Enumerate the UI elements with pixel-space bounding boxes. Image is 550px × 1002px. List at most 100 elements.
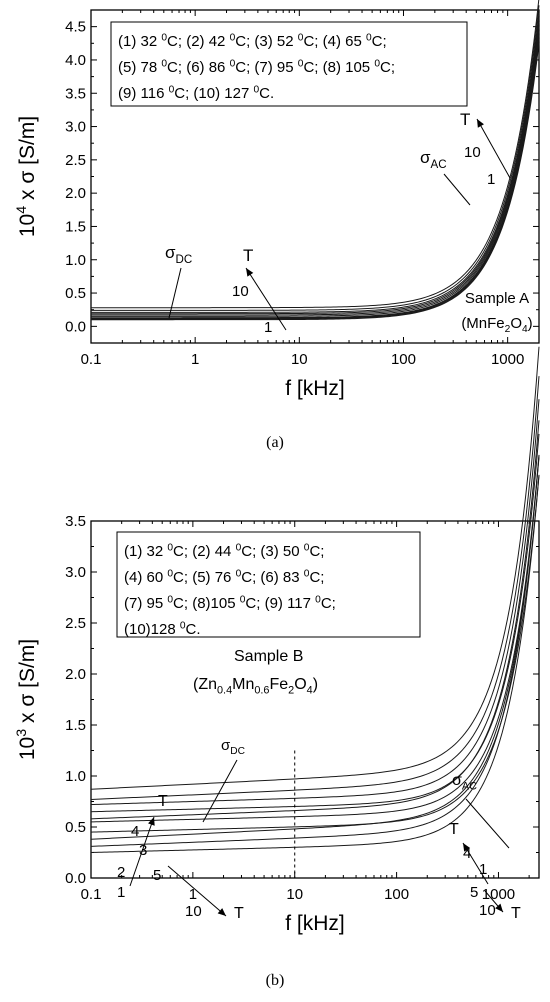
x-axis-title: f [kHz] bbox=[285, 912, 345, 935]
temperature-arrow-left-down-head bbox=[217, 908, 226, 916]
series-line-7 bbox=[91, 17, 540, 315]
x-tick-label: 1000 bbox=[491, 351, 524, 368]
temperature-label-left-down: T bbox=[234, 905, 244, 922]
series-line-5 bbox=[90, 457, 540, 840]
y-tick-label: 0.5 bbox=[65, 285, 86, 302]
series-curves bbox=[91, 0, 540, 321]
curve-label-2-left: 2 bbox=[117, 864, 125, 881]
x-tick-label: 1000 bbox=[482, 886, 515, 903]
panel-a-caption: (a) bbox=[266, 434, 284, 451]
sigma-dc-label: σDC bbox=[165, 243, 192, 266]
x-tick-label: 100 bbox=[391, 351, 416, 368]
temperature-label-low: T bbox=[243, 246, 253, 265]
series-line-1 bbox=[90, 475, 540, 833]
y-tick-label: 0.0 bbox=[65, 318, 86, 335]
temperature-arrow-high bbox=[476, 118, 511, 179]
temperature-arrow-right-down-head bbox=[495, 903, 503, 912]
y-tick-label: 1.5 bbox=[65, 717, 86, 734]
x-axis-title: f [kHz] bbox=[285, 377, 345, 400]
y-tick-label: 2.5 bbox=[65, 152, 86, 169]
y-tick-label: 0.0 bbox=[65, 870, 86, 887]
sigma-dc-pointer bbox=[202, 759, 238, 823]
series-line-1 bbox=[91, 43, 540, 321]
y-tick-label: 3.5 bbox=[65, 513, 86, 530]
curve-label-5-right: 5 bbox=[470, 884, 478, 901]
x-tick-label: 10 bbox=[286, 886, 303, 903]
x-tick-label: 10 bbox=[291, 351, 308, 368]
panel-b-caption: (b) bbox=[266, 972, 285, 989]
temperature-arrow-low bbox=[245, 267, 287, 331]
x-tick-label: 100 bbox=[384, 886, 409, 903]
curve-label-10-right: 10 bbox=[479, 902, 496, 919]
y-axis-title: 103 x σ [S/m] bbox=[14, 639, 39, 760]
y-tick-label: 3.0 bbox=[65, 119, 86, 136]
series-line-6 bbox=[90, 454, 540, 847]
x-tick-label: 1 bbox=[191, 351, 199, 368]
curve-label-10-high: 10 bbox=[464, 144, 481, 161]
y-tick-label: 4.0 bbox=[65, 52, 86, 69]
temperature-label-left-up: T bbox=[158, 793, 168, 810]
temperature-arrow-right-up-head bbox=[463, 843, 471, 852]
sigma-dc-label: σDC bbox=[221, 737, 245, 757]
legend-entry: (4) 60 0C; (5) 76 0C; (6) 83 0C; bbox=[124, 568, 324, 586]
y-tick-label: 1.5 bbox=[65, 218, 86, 235]
temperature-label-high: T bbox=[460, 110, 470, 129]
y-axis-title-text: 104 x σ [S/m] bbox=[14, 116, 39, 237]
series-line-4 bbox=[90, 346, 540, 790]
legend-entry: (1) 32 0C; (2) 44 0C; (3) 50 0C; bbox=[124, 542, 324, 560]
series-line-6 bbox=[91, 21, 540, 316]
y-tick-label: 1.0 bbox=[65, 252, 86, 269]
y-tick-label: 4.5 bbox=[65, 19, 86, 36]
y-tick-label: 1.0 bbox=[65, 768, 86, 785]
sigma-ac-pointer bbox=[443, 173, 471, 206]
curve-label-4-right: 4 bbox=[463, 845, 471, 862]
sample-label: Sample A bbox=[465, 290, 529, 307]
panel-a-chart: 0.0 0.5 1.0 1.5 2.0 2.5 3.0 3.5 4.0 4.5 0.1 1 10 100 1… bbox=[14, 0, 540, 400]
curve-label-1-high: 1 bbox=[487, 171, 495, 188]
series-line-7 bbox=[90, 420, 540, 820]
series-line-2 bbox=[91, 39, 540, 320]
compound-label: (Zn0.4Mn0.6Fe2O4) bbox=[193, 676, 318, 696]
curve-label-3-left: 3 bbox=[139, 842, 147, 859]
curve-label-10-low: 10 bbox=[232, 283, 249, 300]
temperature-arrow-right-up bbox=[462, 842, 489, 885]
x-tick-label: 0.1 bbox=[81, 886, 102, 903]
legend-box bbox=[110, 21, 468, 107]
series-line-2 bbox=[90, 455, 540, 823]
sigma-ac-label: σAC bbox=[452, 772, 477, 792]
series-line-5 bbox=[91, 26, 540, 317]
series-line-10 bbox=[90, 474, 540, 853]
temperature-arrow-left-up-head bbox=[148, 817, 155, 826]
legend-entry: (1) 32 0C; (2) 42 0C; (3) 52 0C; (4) 65 … bbox=[118, 32, 387, 50]
legend-entry: (7) 95 0C; (8)105 0C; (9) 117 0C; bbox=[124, 594, 336, 612]
series-curves bbox=[90, 346, 540, 853]
temperature-arrow-left-down bbox=[167, 865, 227, 917]
curve-label-10-left: 10 bbox=[185, 903, 202, 920]
y-tick-label: 3.5 bbox=[65, 85, 86, 102]
series-line-9 bbox=[90, 376, 540, 800]
series-line-8 bbox=[90, 399, 540, 806]
curve-label-1-left: 1 bbox=[117, 884, 125, 901]
compound-label: (MnFe2O4) bbox=[461, 315, 532, 335]
curve-label-1-low: 1 bbox=[264, 319, 272, 336]
temperature-arrow-left-up bbox=[129, 816, 155, 887]
series-line-4 bbox=[91, 31, 540, 319]
y-tick-label: 2.0 bbox=[65, 666, 86, 683]
series-line-8 bbox=[91, 12, 540, 313]
temperature-label-right-up: T bbox=[449, 821, 459, 838]
y-tick-label: 2.5 bbox=[65, 615, 86, 632]
series-line-10 bbox=[91, 0, 540, 309]
sample-label: Sample B bbox=[234, 648, 303, 665]
y-tick-label: 0.5 bbox=[65, 819, 86, 836]
temperature-label-right-down: T bbox=[511, 905, 521, 922]
curve-label-5-left: 5 bbox=[153, 867, 161, 884]
series-line-9 bbox=[91, 5, 540, 311]
sigma-ac-label: σAC bbox=[420, 148, 447, 171]
temperature-arrow-low-head bbox=[246, 268, 254, 277]
y-axis-title: 104 x σ [S/m] bbox=[14, 116, 39, 237]
sigma-dc-pointer bbox=[168, 267, 182, 319]
legend-box bbox=[116, 531, 421, 638]
y-axis-title-text: 103 x σ [S/m] bbox=[14, 639, 39, 760]
